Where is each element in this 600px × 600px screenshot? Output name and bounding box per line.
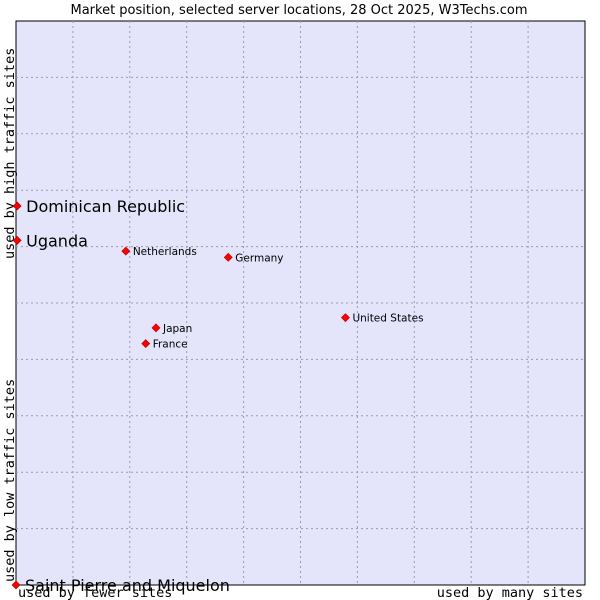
- x-axis-label-high: used by many sites: [437, 585, 583, 600]
- x-axis-label-low: used by fewer sites: [18, 585, 172, 600]
- point-label: Saint Pierre and Miquelon: [25, 576, 230, 595]
- point-label: Uganda: [26, 231, 88, 250]
- point-marker: [223, 252, 233, 262]
- point-germany: Germany: [223, 252, 284, 264]
- point-label: United States: [352, 313, 423, 325]
- point-marker: [341, 313, 350, 323]
- point-label: France: [153, 339, 188, 351]
- point-marker: [121, 246, 131, 256]
- point-label: Germany: [235, 252, 283, 264]
- point-united-states: United States: [341, 313, 424, 325]
- point-label: Netherlands: [133, 246, 197, 258]
- point-dominican-republic: Dominican Republic: [12, 197, 185, 216]
- point-saint-pierre-and-miquelon: Saint Pierre and Miquelon: [11, 576, 230, 595]
- point-france: France: [141, 339, 188, 351]
- point-japan: Japan: [151, 323, 192, 335]
- y-axis-label-high: used by high traffic sites: [2, 48, 18, 259]
- point-label: Japan: [162, 323, 192, 335]
- data-points: Dominican Republic Uganda Netherlands Germa…: [11, 197, 424, 595]
- point-marker: [11, 580, 21, 590]
- point-uganda: Uganda: [12, 231, 88, 250]
- point-marker: [151, 323, 161, 333]
- gridlines: [16, 21, 585, 585]
- point-marker: [141, 339, 151, 349]
- point-marker: [12, 201, 22, 211]
- y-axis-label-low: used by low traffic sites: [2, 379, 18, 582]
- point-netherlands: Netherlands: [121, 246, 197, 258]
- chart-title: Market position, selected server locatio…: [70, 3, 527, 18]
- point-marker: [12, 235, 22, 245]
- point-label: Dominican Republic: [26, 197, 185, 216]
